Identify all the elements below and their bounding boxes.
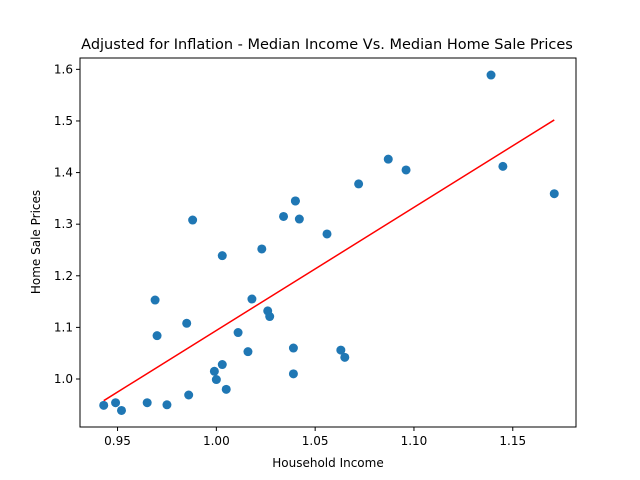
data-point <box>294 214 304 224</box>
fit-line <box>103 119 555 402</box>
data-point <box>111 398 121 408</box>
points-layer <box>99 70 559 415</box>
x-tick-label: 1.10 <box>401 434 428 448</box>
data-point <box>498 161 508 171</box>
x-axis-label: Household Income <box>272 456 383 470</box>
data-point <box>279 211 289 221</box>
data-point <box>257 244 267 254</box>
x-tick-label: 1.05 <box>302 434 329 448</box>
data-point <box>99 400 109 410</box>
y-tick-label: 1.5 <box>54 114 73 128</box>
data-point <box>549 189 559 199</box>
chart-title: Adjusted for Inflation - Median Income V… <box>81 37 573 53</box>
data-point <box>221 384 231 394</box>
data-point <box>243 347 253 357</box>
x-tick-label: 1.15 <box>499 434 526 448</box>
y-tick-label: 1.0 <box>54 372 73 386</box>
data-point <box>265 312 275 322</box>
data-point <box>182 318 192 328</box>
y-tick-label: 1.6 <box>54 62 73 76</box>
data-point <box>217 360 227 370</box>
data-point <box>217 251 227 261</box>
data-point <box>152 331 162 341</box>
data-point <box>211 375 221 385</box>
data-point <box>142 398 152 408</box>
data-point <box>288 343 298 353</box>
y-axis: 1.0 1.1 1.2 1.3 1.4 1.5 1.6 <box>54 62 80 386</box>
data-point <box>247 294 257 304</box>
y-tick-label: 1.4 <box>54 166 73 180</box>
data-point <box>116 405 126 415</box>
data-point <box>150 295 160 305</box>
data-point <box>162 400 172 410</box>
data-point <box>340 352 350 362</box>
data-point <box>336 345 346 355</box>
data-point <box>354 179 364 189</box>
data-point <box>401 165 411 175</box>
y-tick-label: 1.1 <box>54 320 73 334</box>
y-tick-label: 1.2 <box>54 269 73 283</box>
y-tick-label: 1.3 <box>54 217 73 231</box>
x-tick-label: 0.95 <box>104 434 131 448</box>
data-point <box>486 70 496 80</box>
x-tick-label: 1.00 <box>203 434 230 448</box>
x-axis: 0.95 1.00 1.05 1.10 1.15 <box>104 427 526 448</box>
data-point <box>288 369 298 379</box>
data-point <box>188 215 198 225</box>
data-point <box>233 328 243 338</box>
plot-frame <box>79 57 577 428</box>
data-point <box>184 390 194 400</box>
data-point <box>290 196 300 206</box>
data-point <box>322 229 332 239</box>
data-point <box>383 154 393 164</box>
y-axis-label: Home Sale Prices <box>29 190 43 294</box>
data-point <box>209 366 219 376</box>
fit-line-layer <box>103 119 555 402</box>
